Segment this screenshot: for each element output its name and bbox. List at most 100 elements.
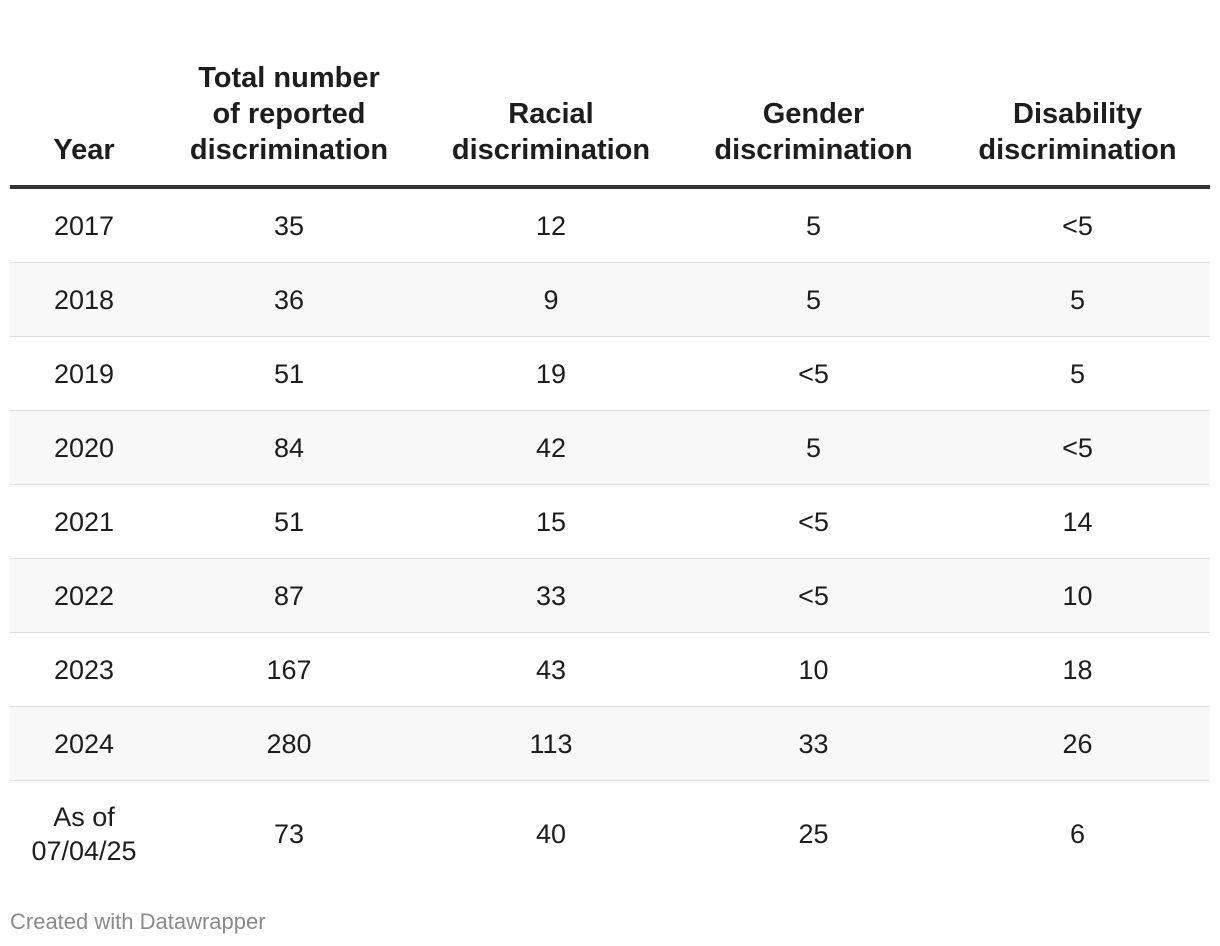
column-header-label: Year	[53, 134, 115, 166]
cell-gender: 10	[682, 632, 945, 707]
cell-value: 19	[535, 358, 567, 389]
discrimination-table: Year Total number of reported discrimina…	[10, 0, 1210, 887]
column-header-label: Gender discrimination	[714, 98, 913, 166]
column-header-year[interactable]: Year	[10, 0, 158, 189]
cell-disability: 10	[945, 558, 1210, 633]
datawrapper-credit: Created with Datawrapper	[10, 909, 266, 934]
cell-value: 14	[1062, 506, 1093, 537]
cell-gender: <5	[682, 336, 945, 411]
cell-gender: 5	[682, 410, 945, 485]
cell-racial: 33	[420, 558, 682, 633]
cell-value: <5	[798, 506, 829, 537]
cell-value: 2017	[53, 210, 115, 241]
table-row: 2024 280 113 33 26	[10, 706, 1210, 781]
cell-racial: 9	[420, 262, 682, 337]
cell-value: 10	[1062, 580, 1093, 611]
table-row: 2021 51 15 <5 14	[10, 484, 1210, 559]
cell-disability: <5	[945, 187, 1210, 263]
cell-racial: 40	[420, 780, 682, 887]
cell-value: 2023	[53, 654, 115, 685]
column-header-label: Disability discrimination	[978, 98, 1177, 166]
cell-value: 15	[535, 506, 567, 537]
cell-value: 87	[273, 580, 305, 611]
table-row: 2023 167 43 10 18	[10, 632, 1210, 707]
cell-disability: 5	[945, 262, 1210, 337]
cell-racial: 42	[420, 410, 682, 485]
cell-racial: 15	[420, 484, 682, 559]
cell-value: 5	[1069, 284, 1086, 315]
header-row: Year Total number of reported discrimina…	[10, 0, 1210, 189]
cell-total: 73	[158, 780, 420, 887]
cell-disability: 6	[945, 780, 1210, 887]
cell-value: 5	[1069, 358, 1086, 389]
cell-total: 35	[158, 187, 420, 263]
cell-year: 2018	[10, 262, 158, 337]
cell-value: 167	[266, 654, 312, 685]
cell-value: <5	[1062, 432, 1093, 463]
cell-value: 35	[273, 210, 305, 241]
cell-year: 2017	[10, 187, 158, 263]
cell-racial: 113	[420, 706, 682, 781]
data-table-container: Year Total number of reported discrimina…	[10, 0, 1210, 887]
column-header-gender[interactable]: Gender discrimination	[682, 0, 945, 189]
cell-disability: 26	[945, 706, 1210, 781]
cell-value: 73	[273, 819, 305, 849]
cell-total: 280	[158, 706, 420, 781]
cell-value: 113	[529, 728, 573, 759]
cell-value: 2020	[53, 432, 115, 463]
cell-value: 40	[535, 819, 567, 849]
cell-disability: <5	[945, 410, 1210, 485]
cell-value: 51	[273, 506, 305, 537]
cell-value: 6	[1069, 819, 1086, 849]
table-row: 2022 87 33 <5 10	[10, 558, 1210, 633]
table-header: Year Total number of reported discrimina…	[10, 0, 1210, 189]
cell-disability: 5	[945, 336, 1210, 411]
table-row: 2017 35 12 5 <5	[10, 187, 1210, 263]
cell-gender: 5	[682, 262, 945, 337]
cell-value: <5	[798, 358, 829, 389]
cell-total: 51	[158, 484, 420, 559]
table-row: 2020 84 42 5 <5	[10, 410, 1210, 485]
cell-value: 2024	[53, 728, 115, 759]
cell-value: 26	[1062, 728, 1093, 759]
cell-value: 36	[273, 284, 305, 315]
table-body: 2017 35 12 5 <5 2018 36 9 5 5 2019 51 19 <5 5 2020 84 42 5…	[10, 187, 1210, 887]
cell-value: <5	[798, 580, 829, 611]
cell-year: 2022	[10, 558, 158, 633]
column-header-disability[interactable]: Disability discrimination	[945, 0, 1210, 189]
cell-year: 2020	[10, 410, 158, 485]
cell-value: 2019	[53, 358, 115, 389]
cell-value: 43	[535, 654, 567, 685]
cell-year: 2023	[10, 632, 158, 707]
column-header-label: Total number of reported discrimination	[189, 62, 389, 166]
column-header-racial[interactable]: Racial discrimination	[420, 0, 682, 189]
cell-value: 5	[805, 432, 822, 463]
table-row: 2019 51 19 <5 5	[10, 336, 1210, 411]
cell-value: 18	[1062, 654, 1093, 685]
cell-year: As of 07/04/25	[10, 780, 158, 887]
cell-year: 2019	[10, 336, 158, 411]
cell-total: 51	[158, 336, 420, 411]
cell-value: As of 07/04/25	[31, 802, 137, 866]
cell-value: 10	[798, 654, 829, 685]
cell-racial: 12	[420, 187, 682, 263]
cell-racial: 43	[420, 632, 682, 707]
column-header-total[interactable]: Total number of reported discrimination	[158, 0, 420, 189]
cell-value: 5	[805, 210, 822, 241]
cell-gender: 25	[682, 780, 945, 887]
table-row: As of 07/04/25 73 40 25 6	[10, 780, 1210, 887]
cell-value: 12	[535, 210, 567, 241]
cell-racial: 19	[420, 336, 682, 411]
cell-gender: <5	[682, 558, 945, 633]
cell-gender: 5	[682, 187, 945, 263]
cell-value: 9	[543, 284, 559, 315]
cell-value: 2018	[53, 284, 115, 315]
cell-value: 2022	[53, 580, 115, 611]
cell-value: 280	[266, 728, 312, 759]
cell-disability: 14	[945, 484, 1210, 559]
cell-value: 2021	[53, 506, 115, 537]
cell-total: 36	[158, 262, 420, 337]
cell-value: 5	[805, 284, 822, 315]
cell-value: 51	[273, 358, 305, 389]
cell-gender: 33	[682, 706, 945, 781]
